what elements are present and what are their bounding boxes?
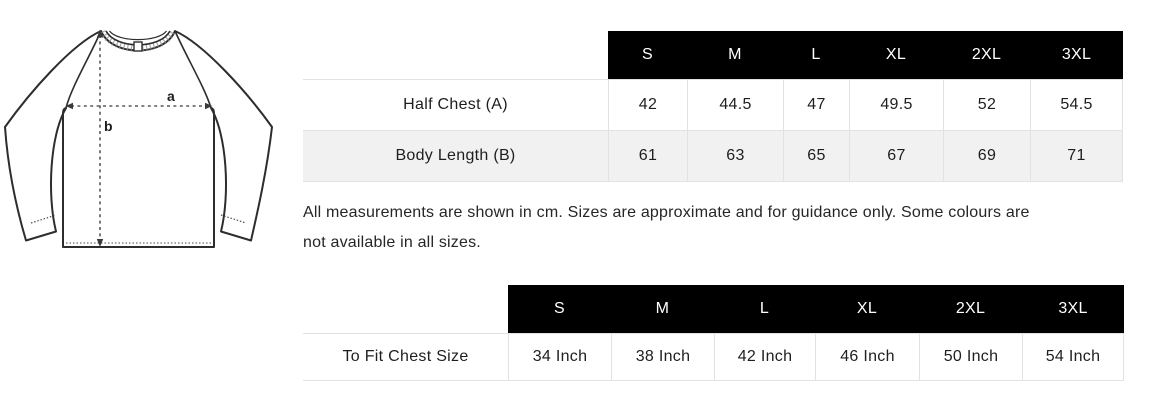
to-fit-chest-s: 34 Inch — [508, 334, 611, 380]
row-label: To Fit Chest Size — [342, 348, 469, 365]
cuff-stitch-left — [30, 214, 57, 224]
inch-table-header-row: S M L XL 2XL 3XL — [303, 285, 1124, 333]
cm-header-size-3xl: 3XL — [1030, 31, 1123, 79]
cm-table-header-row: S M L XL 2XL 3XL — [303, 31, 1123, 79]
row-label: Half Chest (A) — [403, 96, 508, 113]
cm-header-size-l: L — [783, 31, 849, 79]
cm-header-size-2xl: 2XL — [943, 31, 1030, 79]
body-length-m: 63 — [687, 131, 783, 181]
to-fit-chest-2xl: 50 Inch — [919, 334, 1022, 380]
body-length-3xl: 71 — [1030, 131, 1123, 181]
measure-b-label: b — [104, 118, 113, 134]
cuff-stitch-right — [220, 214, 247, 224]
inch-size-table: S M L XL 2XL 3XL To Fit Chest Size 34 In… — [303, 285, 1124, 381]
table-row-half-chest: Half Chest (A) 42 44.5 47 49.5 52 54.5 — [303, 79, 1123, 130]
measurement-note: All measurements are shown in cm. Sizes … — [303, 198, 1133, 258]
cm-size-table: S M L XL 2XL 3XL Half Chest (A) 42 44.5 … — [303, 31, 1123, 182]
body-length-s: 61 — [608, 131, 687, 181]
to-fit-chest-xl: 46 Inch — [815, 334, 919, 380]
collar-tag — [133, 41, 143, 52]
to-fit-chest-l: 42 Inch — [714, 334, 815, 380]
shirt-diagram: a b — [0, 0, 300, 270]
to-fit-chest-3xl: 54 Inch — [1022, 334, 1124, 380]
measure-b-arrow-top — [96, 29, 104, 38]
cm-header-size-xl: XL — [849, 31, 943, 79]
half-chest-3xl: 54.5 — [1030, 80, 1123, 130]
measure-b-arrow-bottom — [96, 239, 104, 247]
measure-a-label: a — [167, 88, 175, 104]
half-chest-l: 47 — [783, 80, 849, 130]
inch-header-size-l: L — [714, 285, 815, 333]
half-chest-s: 42 — [608, 80, 687, 130]
body-length-l: 65 — [783, 131, 849, 181]
long-sleeve-shirt-icon: a b — [4, 29, 273, 248]
armhole-seam-left — [65, 30, 102, 109]
half-chest-xl: 49.5 — [849, 80, 943, 130]
cm-header-spacer — [303, 31, 608, 79]
to-fit-chest-m: 38 Inch — [611, 334, 714, 380]
table-row-body-length: Body Length (B) 61 63 65 67 69 71 — [303, 130, 1123, 182]
measure-a-arrow-left — [65, 102, 73, 110]
inch-header-size-s: S — [508, 285, 611, 333]
row-label: Body Length (B) — [303, 131, 608, 181]
half-chest-2xl: 52 — [943, 80, 1030, 130]
body-length-xl: 67 — [849, 131, 943, 181]
shirt-outline — [4, 30, 273, 248]
inch-header-size-m: M — [611, 285, 714, 333]
inch-header-spacer — [303, 285, 508, 333]
body-length-2xl: 69 — [943, 131, 1030, 181]
inch-header-size-xl: XL — [815, 285, 919, 333]
cm-header-size-m: M — [687, 31, 783, 79]
cm-header-size-s: S — [608, 31, 687, 79]
note-line-2: not available in all sizes. — [303, 234, 481, 251]
half-chest-m: 44.5 — [687, 80, 783, 130]
inch-header-size-2xl: 2XL — [919, 285, 1022, 333]
note-line-1: All measurements are shown in cm. Sizes … — [303, 204, 1030, 221]
armhole-seam-right — [174, 30, 212, 109]
inch-header-size-3xl: 3XL — [1022, 285, 1124, 333]
table-row-to-fit-chest: To Fit Chest Size 34 Inch 38 Inch 42 Inc… — [303, 333, 1124, 381]
collar-binding-arc — [109, 30, 167, 41]
measure-a-arrow-right — [205, 102, 213, 110]
